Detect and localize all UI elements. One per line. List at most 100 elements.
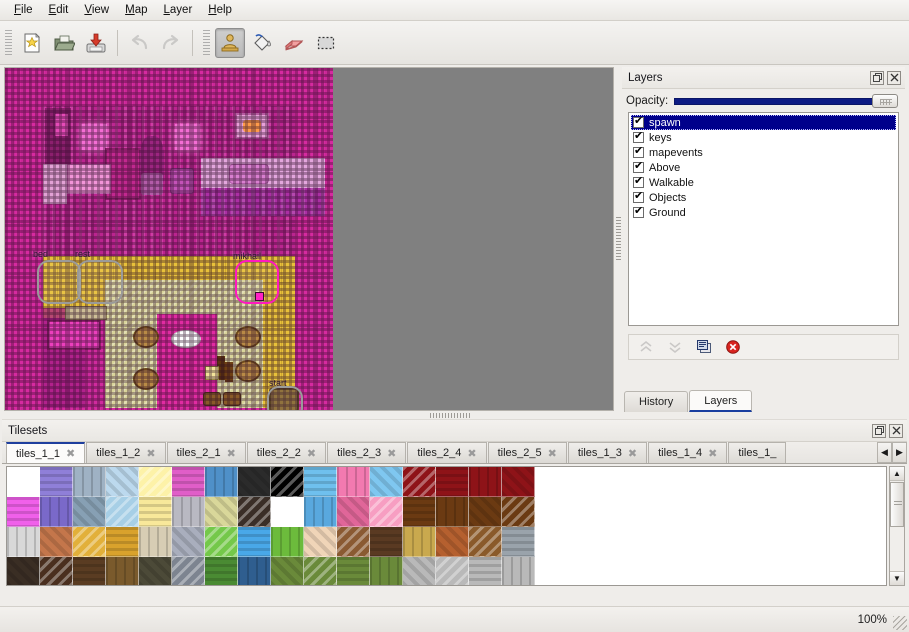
opacity-slider-knob[interactable] — [872, 94, 898, 108]
tileset-tile[interactable] — [40, 497, 73, 527]
tileset-tile[interactable] — [205, 557, 238, 585]
layer-row-above[interactable]: Above — [631, 160, 896, 175]
layer-row-objects[interactable]: Objects — [631, 190, 896, 205]
tileset-tile[interactable] — [370, 467, 403, 497]
tileset-tab-tiles_2_4[interactable]: tiles_2_4 ✖ — [407, 442, 487, 463]
menu-edit[interactable]: Edit — [48, 3, 69, 16]
tileset-tab-close-icon[interactable]: ✖ — [387, 447, 397, 460]
tileset-tile[interactable] — [40, 557, 73, 585]
tileset-tile[interactable] — [139, 557, 172, 585]
tileset-tile[interactable] — [403, 497, 436, 527]
tileset-tile[interactable] — [106, 557, 139, 585]
tileset-tile[interactable] — [502, 557, 535, 585]
tileset-tab-tiles_1_4[interactable]: tiles_1_4 ✖ — [648, 442, 728, 463]
tileset-tile[interactable] — [469, 467, 502, 497]
map-object-rest[interactable] — [77, 260, 123, 304]
scroll-down-arrow[interactable]: ▼ — [890, 571, 904, 585]
tileset-tab-tiles_2_2[interactable]: tiles_2_2 ✖ — [246, 442, 327, 463]
scroll-up-arrow[interactable]: ▲ — [890, 467, 904, 481]
menu-layer[interactable]: Layer — [163, 3, 193, 16]
layer-visibility-checkbox[interactable] — [633, 205, 644, 218]
tileset-tile[interactable] — [172, 557, 205, 585]
tileset-tile[interactable] — [40, 467, 73, 497]
tileset-tile[interactable] — [271, 467, 304, 497]
vertical-splitter[interactable] — [614, 67, 622, 411]
lower-layer-button[interactable] — [666, 338, 684, 356]
map-object-start[interactable] — [267, 386, 303, 410]
tileset-tile[interactable] — [403, 557, 436, 585]
toolbar-grip-tools[interactable] — [203, 29, 210, 56]
tileset-tab-close-icon[interactable]: ✖ — [547, 447, 557, 460]
tileset-tile[interactable] — [337, 527, 370, 557]
tileset-tile[interactable] — [139, 467, 172, 497]
tileset-tile[interactable] — [337, 557, 370, 585]
tileset-tile[interactable] — [73, 467, 106, 497]
tileset-tile[interactable] — [238, 527, 271, 557]
tileset-tile[interactable] — [271, 527, 304, 557]
tileset-tile[interactable] — [436, 527, 469, 557]
tileset-tile[interactable] — [7, 497, 40, 527]
tileset-tile[interactable] — [172, 467, 205, 497]
layer-visibility-checkbox[interactable] — [633, 190, 644, 203]
float-icon[interactable] — [872, 423, 886, 438]
layer-row-walkable[interactable]: Walkable — [631, 175, 896, 190]
tileset-tile[interactable] — [304, 557, 337, 585]
tileset-tab-tiles_1_1[interactable]: tiles_1_1 ✖ — [6, 442, 86, 463]
tileset-tile[interactable] — [205, 467, 238, 497]
scrollbar-thumb[interactable] — [890, 482, 904, 527]
tileset-tab-close-icon[interactable]: ✖ — [708, 447, 718, 460]
horizontal-splitter[interactable] — [0, 412, 618, 419]
tileset-tile[interactable] — [403, 527, 436, 557]
layer-row-mapevents[interactable]: mapevents — [631, 145, 896, 160]
tileset-tile[interactable] — [73, 557, 106, 585]
tileset-tile[interactable] — [172, 497, 205, 527]
tileset-tile[interactable] — [7, 467, 40, 497]
new-file-button[interactable] — [17, 28, 47, 58]
rectangular-select-button[interactable] — [311, 28, 341, 58]
tileset-tile[interactable] — [238, 497, 271, 527]
tileset-tile[interactable] — [436, 557, 469, 585]
tileset-tile[interactable] — [436, 467, 469, 497]
tileset-tab-tiles_1_5[interactable]: tiles_1_ — [728, 442, 787, 463]
scroll-right-button[interactable]: ▶ — [892, 442, 907, 463]
toolbar-grip-file[interactable] — [5, 29, 12, 56]
layer-row-spawn[interactable]: spawn — [631, 115, 896, 130]
tileset-tab-tiles_2_1[interactable]: tiles_2_1 ✖ — [166, 442, 246, 463]
tileset-tile[interactable] — [73, 497, 106, 527]
tileset-tab-tiles_2_5[interactable]: tiles_2_5 ✖ — [487, 442, 567, 463]
tileset-tile[interactable] — [304, 497, 337, 527]
tileset-tile[interactable] — [172, 527, 205, 557]
tileset-tile[interactable] — [337, 497, 370, 527]
tileset-tab-tiles_2_3[interactable]: tiles_2_3 ✖ — [327, 442, 407, 463]
close-icon[interactable] — [887, 70, 901, 85]
tileset-tile[interactable] — [106, 527, 139, 557]
stamp-brush-button[interactable] — [215, 27, 245, 58]
tileset-tile[interactable] — [469, 527, 502, 557]
tileset-tile[interactable] — [469, 557, 502, 585]
redo-button[interactable] — [156, 28, 186, 58]
tileset-tile[interactable] — [139, 497, 172, 527]
menu-map[interactable]: Map — [125, 3, 148, 16]
menu-file[interactable]: FFileile — [14, 3, 33, 16]
tileset-tile[interactable] — [238, 557, 271, 585]
tileset-tile[interactable] — [205, 527, 238, 557]
tileset-tile[interactable] — [238, 467, 271, 497]
tileset-tile[interactable] — [7, 527, 40, 557]
tab-history[interactable]: History — [624, 391, 689, 412]
raise-layer-button[interactable] — [637, 338, 655, 356]
tileset-tab-close-icon[interactable]: ✖ — [226, 447, 236, 460]
float-icon[interactable] — [870, 70, 884, 85]
tileset-tile[interactable] — [106, 497, 139, 527]
map-object-resize-handle[interactable] — [255, 292, 264, 301]
tileset-grid-view[interactable] — [6, 466, 887, 586]
tileset-tab-close-icon[interactable]: ✖ — [146, 447, 156, 460]
resize-grip[interactable] — [893, 616, 907, 630]
tileset-tab-tiles_1_2[interactable]: tiles_1_2 ✖ — [86, 442, 166, 463]
tileset-tile[interactable] — [271, 497, 304, 527]
tileset-tab-close-icon[interactable]: ✖ — [66, 448, 76, 460]
close-icon[interactable] — [889, 423, 903, 438]
tileset-tile[interactable] — [73, 527, 106, 557]
layer-list[interactable]: spawn keys mapevents Above Walkable Obje… — [628, 112, 899, 326]
layer-row-ground[interactable]: Ground — [631, 205, 896, 220]
duplicate-layer-button[interactable] — [695, 338, 713, 356]
